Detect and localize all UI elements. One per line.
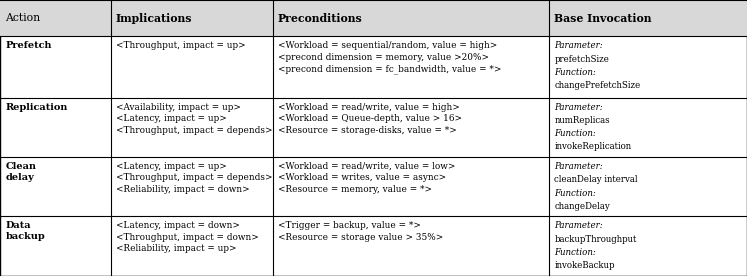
- Text: Function:: Function:: [554, 248, 596, 257]
- Text: <Latency, impact = down>
<Throughput, impact = down>
<Reliability, impact = up>: <Latency, impact = down> <Throughput, im…: [116, 221, 258, 253]
- Text: <Workload = read/write, value = low>
<Workload = writes, value = async>
<Resourc: <Workload = read/write, value = low> <Wo…: [278, 162, 455, 194]
- Text: cleanDelay interval: cleanDelay interval: [554, 175, 638, 184]
- Text: Base Invocation: Base Invocation: [554, 13, 652, 24]
- Text: Replication: Replication: [5, 103, 68, 112]
- Text: Function:: Function:: [554, 129, 596, 138]
- Text: <Workload = read/write, value = high>
<Workload = Queue-depth, value > 16>
<Reso: <Workload = read/write, value = high> <W…: [278, 103, 462, 135]
- Text: changePrefetchSize: changePrefetchSize: [554, 81, 640, 90]
- Text: <Availability, impact = up>
<Latency, impact = up>
<Throughput, impact = depends: <Availability, impact = up> <Latency, im…: [116, 103, 273, 135]
- Text: numReplicas: numReplicas: [554, 116, 610, 125]
- Text: <Throughput, impact = up>: <Throughput, impact = up>: [116, 41, 246, 51]
- Text: Implications: Implications: [116, 13, 192, 24]
- Text: Action: Action: [5, 13, 40, 23]
- Text: Function:: Function:: [554, 189, 596, 198]
- Text: <Workload = sequential/random, value = high>
<precond dimension = memory, value : <Workload = sequential/random, value = h…: [278, 41, 501, 74]
- Text: Parameter:: Parameter:: [554, 41, 603, 51]
- Text: Preconditions: Preconditions: [278, 13, 362, 24]
- Text: invokeBackup: invokeBackup: [554, 261, 615, 270]
- Text: Parameter:: Parameter:: [554, 221, 603, 230]
- Bar: [0, 0, 747, 36]
- Text: changeDelay: changeDelay: [554, 202, 610, 211]
- Text: Parameter:: Parameter:: [554, 103, 603, 112]
- Text: Parameter:: Parameter:: [554, 162, 603, 171]
- Text: invokeReplication: invokeReplication: [554, 142, 631, 152]
- Text: Clean
delay: Clean delay: [5, 162, 36, 182]
- Text: Function:: Function:: [554, 68, 596, 77]
- Text: backupThroughput: backupThroughput: [554, 235, 636, 244]
- Text: Data
backup: Data backup: [5, 221, 45, 242]
- Text: <Trigger = backup, value = *>
<Resource = storage value > 35%>: <Trigger = backup, value = *> <Resource …: [278, 221, 443, 242]
- Text: prefetchSize: prefetchSize: [554, 55, 609, 64]
- Text: Prefetch: Prefetch: [5, 41, 52, 51]
- Text: <Latency, impact = up>
<Throughput, impact = depends>
<Reliability, impact = dow: <Latency, impact = up> <Throughput, impa…: [116, 162, 273, 194]
